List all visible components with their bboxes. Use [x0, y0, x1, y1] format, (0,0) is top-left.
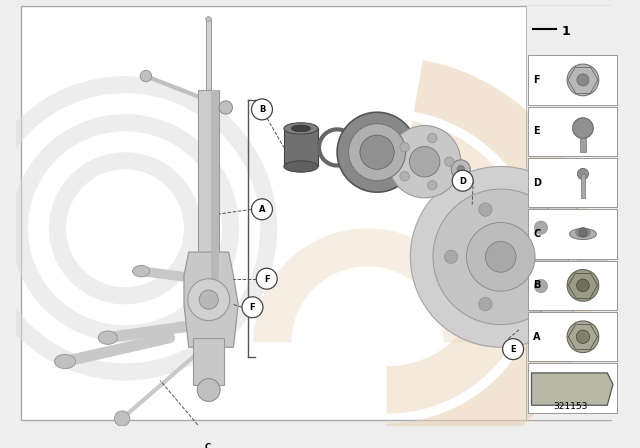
- Circle shape: [444, 250, 458, 263]
- Circle shape: [115, 411, 130, 426]
- Circle shape: [576, 330, 589, 344]
- Circle shape: [573, 118, 593, 138]
- Bar: [528, 158, 617, 207]
- Text: A: A: [533, 332, 541, 342]
- Circle shape: [140, 70, 152, 82]
- Text: A: A: [259, 205, 265, 214]
- Text: F: F: [250, 303, 255, 312]
- Bar: [528, 55, 617, 105]
- Text: B: B: [259, 105, 265, 114]
- Wedge shape: [49, 152, 201, 304]
- Bar: [284, 129, 318, 167]
- Circle shape: [199, 290, 218, 309]
- Wedge shape: [253, 228, 482, 342]
- Polygon shape: [184, 252, 238, 347]
- Circle shape: [577, 168, 588, 180]
- Ellipse shape: [291, 125, 310, 132]
- Circle shape: [360, 135, 394, 169]
- Circle shape: [388, 125, 461, 198]
- Circle shape: [400, 142, 410, 152]
- Ellipse shape: [570, 228, 596, 240]
- Polygon shape: [531, 373, 613, 405]
- Bar: [528, 261, 617, 310]
- Circle shape: [445, 157, 454, 167]
- Ellipse shape: [284, 123, 318, 134]
- Ellipse shape: [99, 331, 117, 345]
- Circle shape: [534, 221, 548, 234]
- Circle shape: [219, 101, 232, 114]
- Bar: [528, 107, 617, 156]
- Text: B: B: [533, 280, 541, 290]
- Circle shape: [433, 189, 568, 325]
- Wedge shape: [11, 114, 239, 342]
- Text: 1: 1: [562, 25, 571, 38]
- Ellipse shape: [284, 161, 318, 172]
- Circle shape: [485, 241, 516, 272]
- Text: C: C: [533, 229, 541, 239]
- Text: 321153: 321153: [553, 402, 588, 411]
- Circle shape: [252, 99, 273, 120]
- Circle shape: [451, 160, 470, 179]
- Circle shape: [256, 268, 277, 289]
- Circle shape: [400, 172, 410, 181]
- Ellipse shape: [576, 228, 590, 237]
- Bar: [526, 6, 619, 421]
- Text: E: E: [533, 126, 540, 136]
- Bar: [577, 224, 606, 290]
- Circle shape: [252, 199, 273, 220]
- Text: C: C: [205, 443, 211, 448]
- Circle shape: [188, 279, 230, 321]
- Bar: [205, 19, 211, 90]
- Circle shape: [479, 203, 492, 216]
- Wedge shape: [387, 121, 534, 414]
- Circle shape: [577, 279, 589, 292]
- Circle shape: [410, 167, 591, 347]
- Circle shape: [467, 223, 535, 291]
- Ellipse shape: [205, 17, 211, 22]
- Circle shape: [502, 339, 524, 360]
- Circle shape: [428, 181, 437, 190]
- Circle shape: [428, 134, 437, 143]
- Circle shape: [567, 64, 599, 96]
- Circle shape: [577, 74, 589, 86]
- Circle shape: [452, 170, 473, 191]
- Ellipse shape: [54, 354, 76, 369]
- Text: D: D: [533, 178, 541, 188]
- Circle shape: [534, 280, 548, 293]
- Circle shape: [337, 112, 417, 192]
- Text: E: E: [510, 345, 516, 354]
- Bar: [581, 174, 585, 198]
- Ellipse shape: [132, 265, 150, 277]
- Bar: [193, 338, 224, 385]
- Circle shape: [567, 270, 599, 301]
- Wedge shape: [0, 76, 277, 380]
- Wedge shape: [387, 60, 596, 448]
- Circle shape: [197, 379, 220, 401]
- Text: F: F: [264, 275, 269, 284]
- Circle shape: [197, 437, 218, 448]
- Text: D: D: [459, 177, 466, 186]
- Bar: [528, 312, 617, 362]
- Circle shape: [457, 165, 465, 173]
- Circle shape: [567, 321, 599, 353]
- Bar: [528, 363, 617, 413]
- Circle shape: [579, 228, 588, 237]
- Text: F: F: [533, 75, 540, 85]
- Circle shape: [410, 146, 440, 177]
- Bar: [198, 90, 219, 280]
- Bar: [528, 209, 617, 259]
- Bar: [580, 138, 586, 152]
- Circle shape: [349, 124, 406, 181]
- Circle shape: [242, 297, 263, 318]
- Bar: [211, 90, 219, 280]
- Circle shape: [479, 297, 492, 311]
